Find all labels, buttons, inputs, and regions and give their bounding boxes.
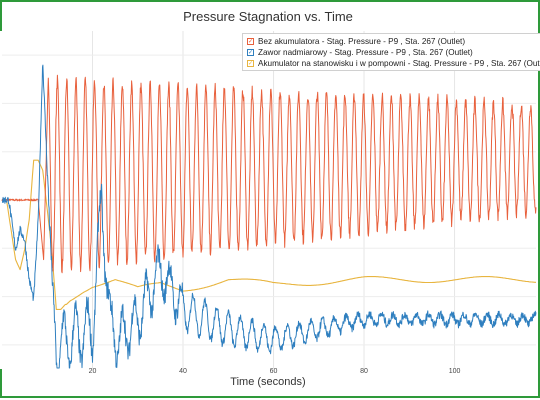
- chart-title: Pressure Stagnation vs. Time: [183, 9, 353, 24]
- x-tick-label-1: 40: [179, 368, 187, 375]
- legend: ✓ Bez akumulatora - Stag. Pressure - P9 …: [242, 33, 540, 71]
- legend-label: Akumulator na stanowisku i w pompowni - …: [258, 59, 540, 68]
- series-lines: [1, 64, 537, 369]
- legend-check-icon[interactable]: ✓: [247, 38, 254, 45]
- legend-item-series-2[interactable]: ✓ Akumulator na stanowisku i w pompowni …: [247, 58, 540, 69]
- series-line-1: [1, 64, 537, 369]
- x-tick-label-0: 20: [89, 368, 97, 375]
- legend-check-icon[interactable]: ✓: [247, 60, 254, 67]
- legend-label: Zawor nadmiarowy - Stag. Pressure - P9 ,…: [258, 48, 473, 57]
- x-axis-label: Time (seconds): [230, 376, 306, 388]
- series-line-2: [2, 159, 536, 310]
- x-tick-label-4: 100: [449, 368, 461, 375]
- series-line-0: [1, 74, 537, 274]
- legend-check-icon[interactable]: ✓: [247, 49, 254, 56]
- legend-item-series-1[interactable]: ✓ Zawor nadmiarowy - Stag. Pressure - P9…: [247, 47, 537, 58]
- grid-lines: [2, 31, 536, 369]
- x-tick-label-2: 60: [270, 368, 278, 375]
- tick-labels: 20 40 60 80 100: [89, 368, 461, 375]
- legend-label: Bez akumulatora - Stag. Pressure - P9 , …: [258, 37, 466, 46]
- legend-item-series-0[interactable]: ✓ Bez akumulatora - Stag. Pressure - P9 …: [247, 36, 537, 47]
- x-tick-label-3: 80: [360, 368, 368, 375]
